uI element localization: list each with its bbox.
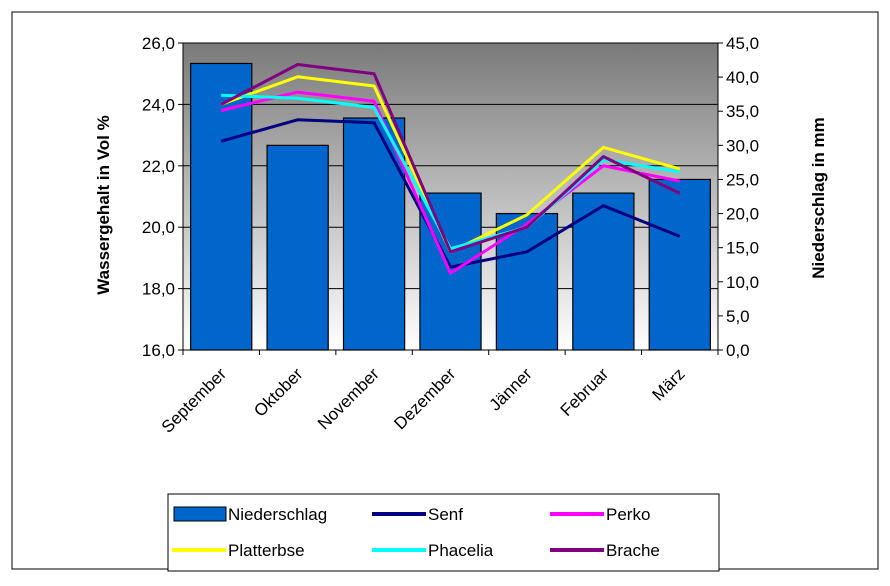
- legend-label: Perko: [606, 505, 650, 524]
- left-tick-label: 18,0: [142, 280, 175, 299]
- legend-label: Niederschlag: [228, 505, 327, 524]
- series-line: [220, 90, 681, 275]
- left-tick-label: 24,0: [142, 95, 175, 114]
- legend-label: Phacelia: [428, 541, 494, 560]
- right-tick-label: 40,0: [726, 68, 759, 87]
- legend-label: Brache: [606, 541, 660, 560]
- legend-label: Senf: [428, 505, 463, 524]
- left-axis-title: Wassergehalt in Vol %: [94, 115, 113, 295]
- right-tick-label: 0,0: [726, 341, 750, 360]
- line-series: [220, 63, 681, 275]
- right-tick-label: 10,0: [726, 273, 759, 292]
- bar-series: [190, 62, 711, 351]
- legend-swatch-bar: [173, 506, 227, 522]
- right-tick-label: 25,0: [726, 170, 759, 189]
- series-line: [220, 63, 681, 254]
- right-tick-label: 15,0: [726, 239, 759, 258]
- left-tick-label: 22,0: [142, 157, 175, 176]
- left-tick-label: 26,0: [142, 34, 175, 53]
- right-tick-label: 5,0: [726, 307, 750, 326]
- bar: [648, 178, 711, 351]
- right-tick-label: 45,0: [726, 34, 759, 53]
- legend: Niederschlag Senf Perko Platterbse Phacelia B…: [167, 493, 720, 572]
- right-tick-label: 30,0: [726, 136, 759, 155]
- bar: [572, 192, 635, 351]
- left-tick-label: 20,0: [142, 218, 175, 237]
- right-tick-label: 35,0: [726, 102, 759, 121]
- bar: [266, 144, 329, 351]
- legend-label: Platterbse: [228, 541, 305, 560]
- right-axis-title: Niederschlag in mm: [809, 117, 828, 279]
- right-tick-label: 20,0: [726, 205, 759, 224]
- series-line: [220, 118, 681, 269]
- legend-box: [167, 493, 720, 572]
- left-tick-label: 16,0: [142, 341, 175, 360]
